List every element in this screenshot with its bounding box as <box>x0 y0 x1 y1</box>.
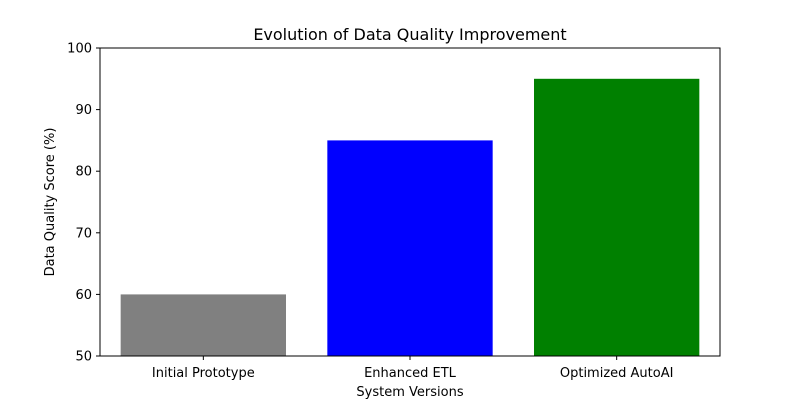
chart-title: Evolution of Data Quality Improvement <box>253 25 566 44</box>
x-axis-label: System Versions <box>356 385 463 400</box>
y-tick-label: 80 <box>75 165 92 180</box>
x-tick-label: Optimized AutoAI <box>560 366 674 381</box>
bar-initial-prototype <box>120 294 287 356</box>
y-tick-label: 60 <box>75 288 92 303</box>
y-tick-label: 100 <box>67 42 92 57</box>
y-axis-ticks: 50 60 70 80 90 100 <box>67 42 100 365</box>
y-tick-label: 90 <box>75 103 92 118</box>
bar-enhanced-etl <box>327 140 493 356</box>
bars-group <box>120 78 700 357</box>
y-axis-label: Data Quality Score (%) <box>43 128 58 277</box>
plot-area: 50 60 70 80 90 100 Initial Prototype Enhanced … <box>67 42 721 381</box>
x-axis-ticks: Initial Prototype Enhanced ETL Optimized A… <box>152 356 674 381</box>
y-tick-label: 70 <box>75 226 92 241</box>
x-tick-label: Enhanced ETL <box>364 366 457 381</box>
x-tick-label: Initial Prototype <box>152 366 255 381</box>
bar-optimized-autoai <box>534 78 700 357</box>
y-tick-label: 50 <box>75 350 92 365</box>
